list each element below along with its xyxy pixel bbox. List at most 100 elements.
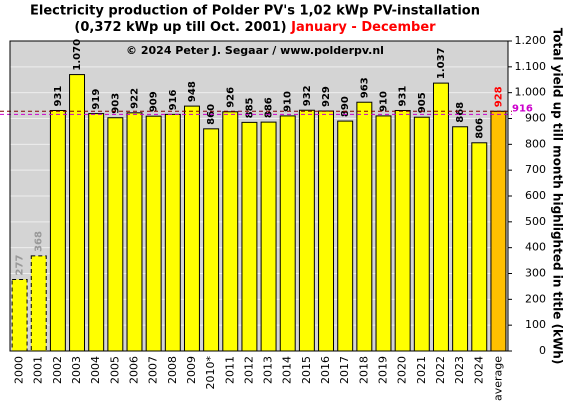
bar <box>145 115 162 352</box>
value-label: 916 <box>168 89 179 110</box>
x-tick-label: 2019 <box>377 356 390 384</box>
bar <box>88 113 105 352</box>
value-label: 903 <box>110 93 121 114</box>
bar <box>203 128 220 352</box>
y-axis-title: Total yield up till month highlighted in… <box>551 28 565 365</box>
bar <box>183 105 200 352</box>
y-tick-label: 800 <box>525 137 546 150</box>
y-tick-label: 1.200 <box>515 34 547 47</box>
value-label: 868 <box>455 102 466 123</box>
value-label: 910 <box>283 91 294 112</box>
bar <box>432 82 449 352</box>
value-label: 909 <box>149 91 160 112</box>
value-label: 1.037 <box>436 47 447 79</box>
x-tick-label: average <box>491 356 504 401</box>
bar <box>337 120 354 352</box>
title-line2: (0,372 kWp up till Oct. 2001) <box>74 20 286 35</box>
bar <box>49 109 66 352</box>
bar <box>394 109 411 352</box>
x-tick-label: 2018 <box>357 356 370 384</box>
x-tick-label: 2003 <box>70 356 83 384</box>
x-tick-label: 2010* <box>204 356 217 390</box>
value-label: 277 <box>15 255 26 276</box>
x-tick-label: 2024 <box>472 356 485 384</box>
value-label: 926 <box>225 87 236 108</box>
value-label: 885 <box>244 97 255 118</box>
bar <box>471 142 488 352</box>
y-tick-label: 300 <box>525 267 546 280</box>
reference-label: 916 <box>512 103 533 114</box>
bar <box>298 109 315 352</box>
x-tick-label: 2006 <box>128 356 141 384</box>
y-tick-label: 600 <box>525 189 546 202</box>
x-tick-label: 2008 <box>166 356 179 384</box>
y-tick-label: 0 <box>539 344 546 357</box>
y-tick-label: 900 <box>525 112 546 125</box>
x-tick-label: 2007 <box>147 356 160 384</box>
value-label: 910 <box>379 91 390 112</box>
bar <box>69 74 86 352</box>
value-label: 922 <box>130 88 141 109</box>
x-tick-label: 2001 <box>32 356 45 384</box>
x-tick-label: 2002 <box>51 356 64 384</box>
value-label: 1.070 <box>72 39 83 71</box>
value-label: 929 <box>321 86 332 107</box>
value-label: 890 <box>340 96 351 117</box>
chart-title-line2: (0,372 kWp up till Oct. 2001) January - … <box>74 20 436 35</box>
bar <box>490 110 507 352</box>
bar <box>452 126 469 352</box>
bar <box>318 110 335 352</box>
x-tick-label: 2020 <box>396 356 409 384</box>
bar <box>260 121 277 352</box>
x-tick-label: 2014 <box>281 356 294 384</box>
x-tick-label: 2021 <box>415 356 428 384</box>
x-tick-label: 2016 <box>319 356 332 384</box>
bar <box>222 111 239 352</box>
subtitle: January - December <box>290 20 436 35</box>
value-label: 963 <box>359 77 370 98</box>
x-tick-label: 2004 <box>89 356 102 384</box>
value-label: 806 <box>474 118 485 139</box>
y-tick-label: 700 <box>525 163 546 176</box>
x-tick-label: 2015 <box>300 356 313 384</box>
value-label: 905 <box>417 92 428 113</box>
y-tick-label: 500 <box>525 215 546 228</box>
y-tick-label: 200 <box>525 292 546 305</box>
bar <box>126 112 143 352</box>
bar <box>11 278 28 352</box>
bar <box>107 117 124 352</box>
value-label: 931 <box>398 86 409 107</box>
bar <box>164 113 181 352</box>
value-label: 932 <box>302 85 313 106</box>
bar <box>241 121 258 352</box>
value-label: 931 <box>53 86 64 107</box>
bars <box>11 74 507 352</box>
x-tick-label: 2022 <box>434 356 447 384</box>
x-tick-label: 2013 <box>262 356 275 384</box>
x-tick-label: 2009 <box>185 356 198 384</box>
value-label: 886 <box>264 97 275 118</box>
value-label: 948 <box>187 81 198 102</box>
x-tick-label: 2011 <box>223 356 236 384</box>
x-tick-label: 2005 <box>108 356 121 384</box>
bar <box>413 116 430 352</box>
y-tick-label: 1.000 <box>515 86 547 99</box>
value-label: 919 <box>91 89 102 110</box>
x-tick-label: 2017 <box>338 356 351 384</box>
y-tick-label: 1.100 <box>515 60 547 73</box>
annotation: © 2024 Peter J. Segaar / www.polderpv.nl <box>126 44 384 57</box>
x-tick-label: 2000 <box>13 356 26 384</box>
x-tick-label: 2012 <box>242 356 255 384</box>
chart-title: Electricity production of Polder PV's 1,… <box>30 4 480 19</box>
y-tick-label: 100 <box>525 318 546 331</box>
bar <box>356 101 373 352</box>
bar <box>279 115 296 352</box>
plot-border <box>9 40 509 352</box>
bar <box>30 255 47 352</box>
y-tick-label: 400 <box>525 241 546 254</box>
x-tick-label: 2023 <box>453 356 466 384</box>
value-label: 368 <box>34 231 45 252</box>
value-label: 928 <box>493 86 504 107</box>
